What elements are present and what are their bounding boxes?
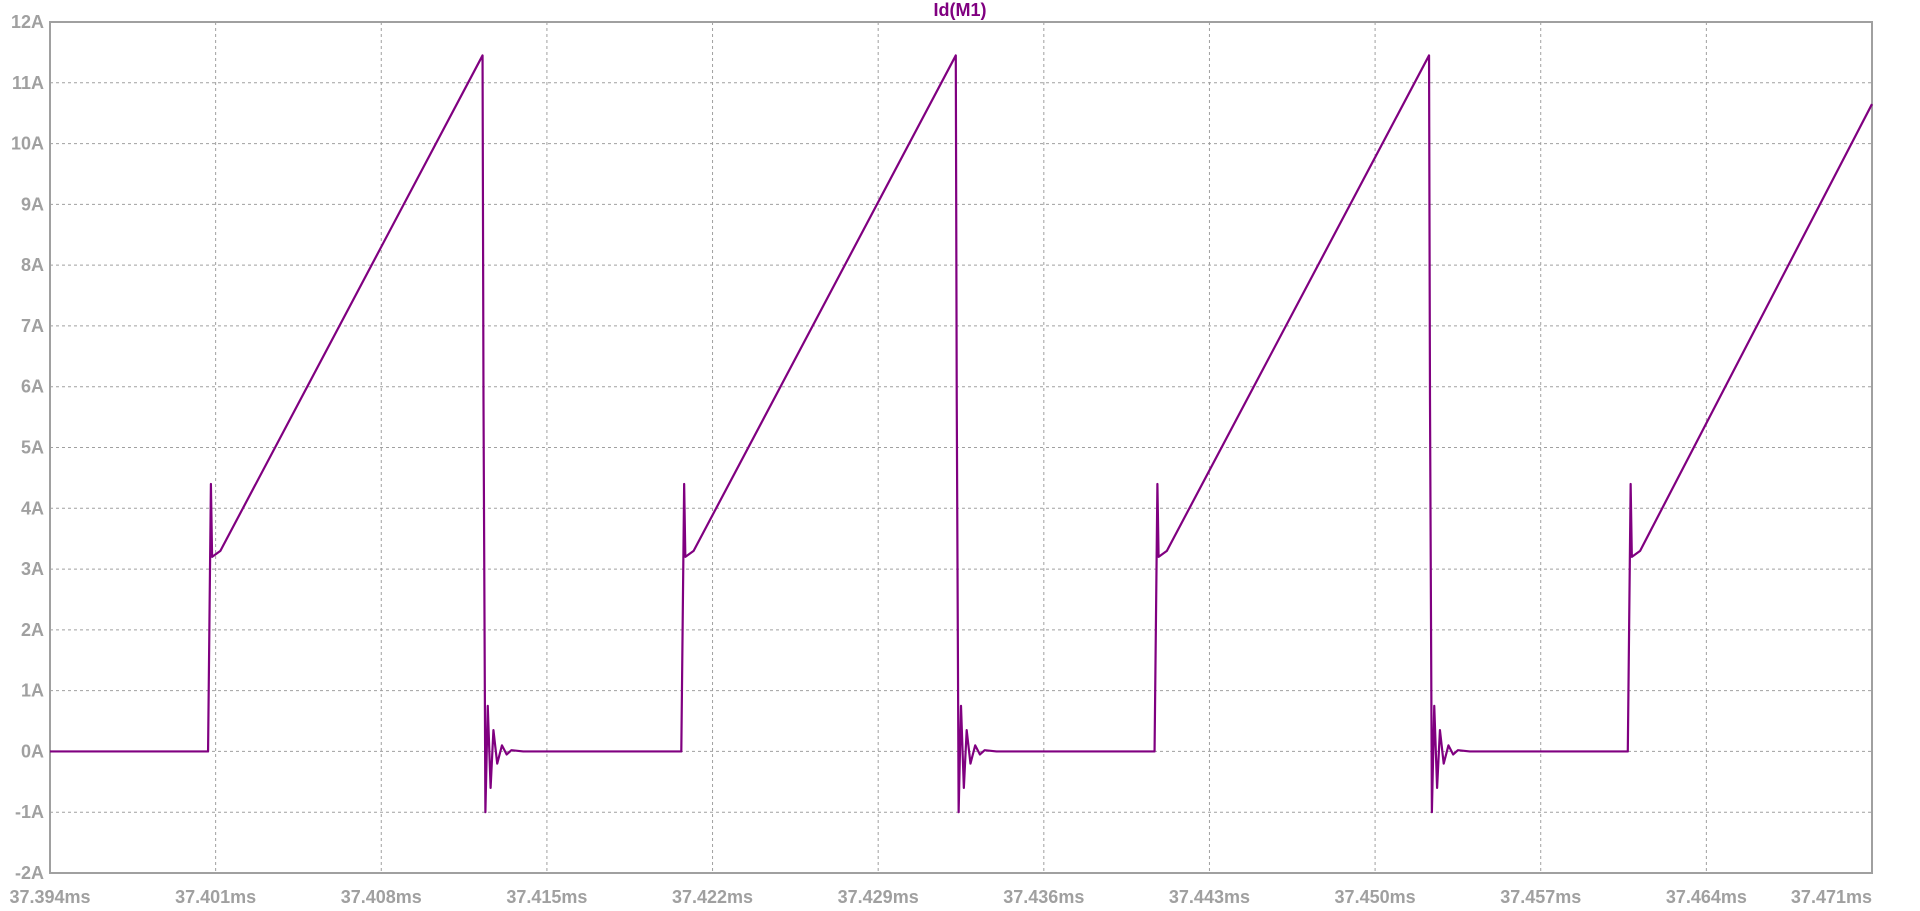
x-tick-label: 37.464ms <box>1666 887 1747 907</box>
grid <box>50 22 1872 873</box>
y-tick-label: 12A <box>11 12 44 32</box>
x-tick-label: 37.450ms <box>1335 887 1416 907</box>
y-tick-label: 1A <box>21 681 44 701</box>
x-tick-label: 37.436ms <box>1003 887 1084 907</box>
x-tick-label: 37.471ms <box>1791 887 1872 907</box>
series-layer <box>50 54 1873 814</box>
y-tick-label: 10A <box>11 134 44 154</box>
y-tick-label: 0A <box>21 741 44 761</box>
y-axis-labels: 12A 11A 10A 9A 8A 7A 6A 5A 4A 3A 2A 1A 0A -1A -2A <box>11 12 44 883</box>
x-tick-label: 37.457ms <box>1500 887 1581 907</box>
y-tick-label: 3A <box>21 559 44 579</box>
y-tick-label: -1A <box>15 802 44 822</box>
x-tick-label: 37.394ms <box>9 887 90 907</box>
series-line <box>50 54 1873 814</box>
y-tick-label: 9A <box>21 194 44 214</box>
y-tick-label: 8A <box>21 255 44 275</box>
y-tick-label: 7A <box>21 316 44 336</box>
x-tick-label: 37.408ms <box>341 887 422 907</box>
x-axis-labels: 37.394ms 37.401ms 37.408ms 37.415ms 37.422ms… <box>9 887 1872 907</box>
x-tick-label: 37.429ms <box>838 887 919 907</box>
chart-title[interactable]: Id(M1) <box>934 0 987 20</box>
y-tick-label: 6A <box>21 377 44 397</box>
x-tick-label: 37.401ms <box>175 887 256 907</box>
plot-area <box>49 21 1873 874</box>
y-tick-label: 4A <box>21 498 44 518</box>
y-tick-label: -2A <box>15 863 44 883</box>
x-tick-label: 37.422ms <box>672 887 753 907</box>
x-tick-label: 37.443ms <box>1169 887 1250 907</box>
y-tick-label: 11A <box>12 73 44 93</box>
x-tick-label: 37.415ms <box>506 887 587 907</box>
y-tick-label: 5A <box>21 438 44 458</box>
y-tick-label: 2A <box>21 620 44 640</box>
